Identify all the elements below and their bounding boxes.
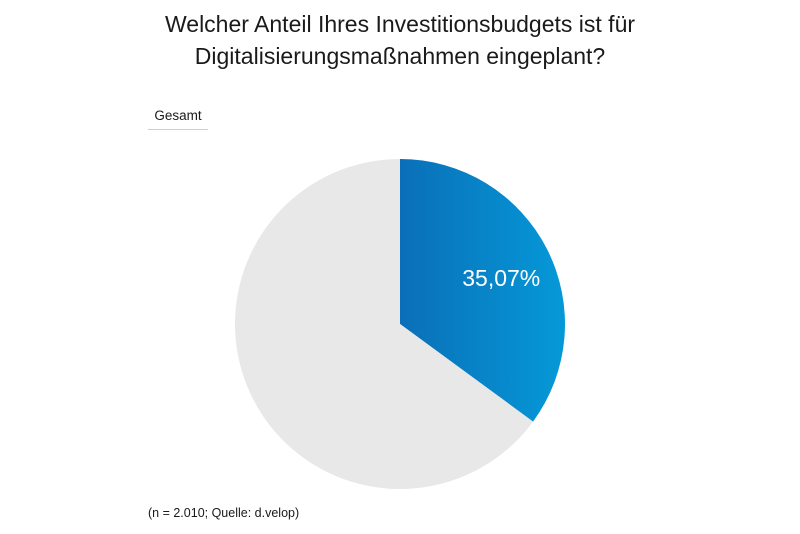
chart-title: Welcher Anteil Ihres Investitionsbudgets… [0, 8, 800, 72]
tab-gesamt[interactable]: Gesamt [148, 108, 208, 130]
pie-slice-remainder [234, 159, 534, 490]
footnote: (n = 2.010; Quelle: d.velop) [148, 506, 300, 520]
pie-slice-highlight [400, 159, 565, 422]
chart-title-line-1: Welcher Anteil Ihres Investitionsbudgets… [164, 11, 636, 37]
chart-title-line-2: Digitalisierungsmaßnahmen eingeplant? [194, 43, 606, 69]
pie-slice-label: 35,07% [462, 265, 540, 291]
